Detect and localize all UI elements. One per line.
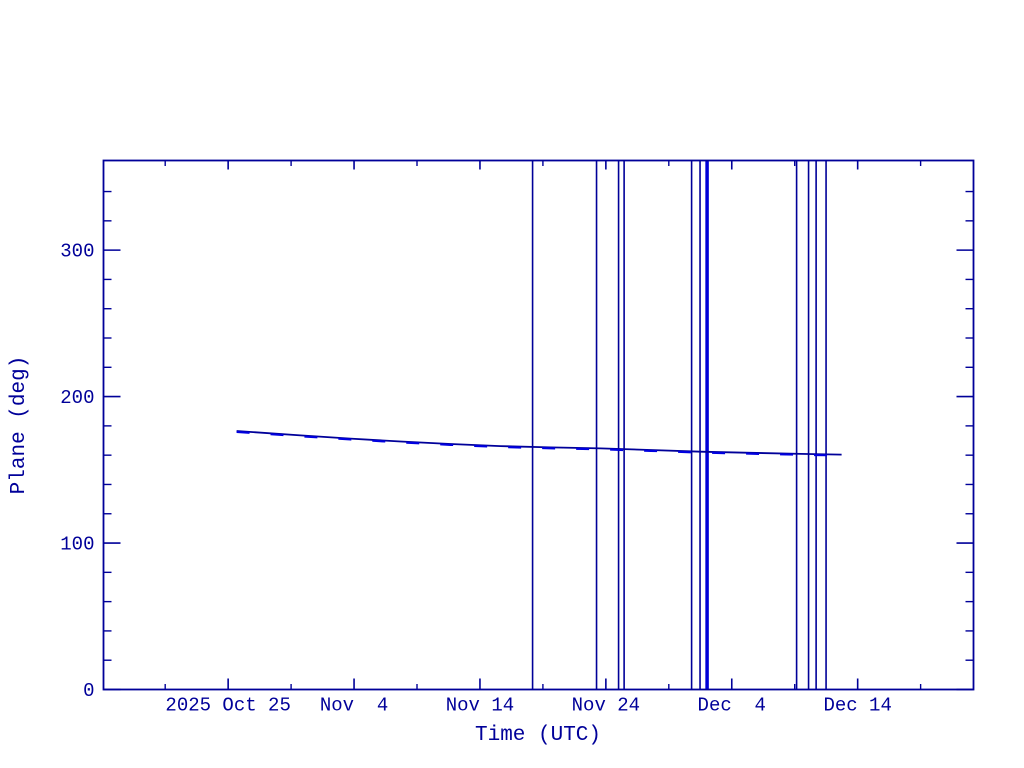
x-tick-label: Dec 4 <box>698 695 766 717</box>
x-tick-label: 2025 Oct 25 <box>165 695 290 717</box>
plane-angle-polyline <box>236 430 842 456</box>
axes-group <box>102 159 975 691</box>
y-tick-label: 300 <box>60 241 94 263</box>
x-tick-label: Dec 14 <box>823 695 891 717</box>
plane-angle-overlay-polyline <box>236 430 842 457</box>
x-tick-label: Nov 4 <box>320 695 388 717</box>
plot-box <box>102 159 975 691</box>
event-lines-group <box>531 160 827 690</box>
x-tick-label: Nov 24 <box>572 695 640 717</box>
x-tick-label: Nov 14 <box>446 695 514 717</box>
x-axis-title: Time (UTC) <box>475 724 601 747</box>
y-tick-label: 100 <box>60 534 94 556</box>
y-tick-label: 200 <box>60 387 94 409</box>
y-axis-title: Plane (deg) <box>8 356 31 495</box>
tick-labels-group: 2025 Oct 25 Nov 4 Nov 14 Nov 24 Dec 4 Dec 14 0… <box>60 241 892 717</box>
y-tick-label: 0 <box>83 680 94 702</box>
data-series-group <box>236 430 842 457</box>
